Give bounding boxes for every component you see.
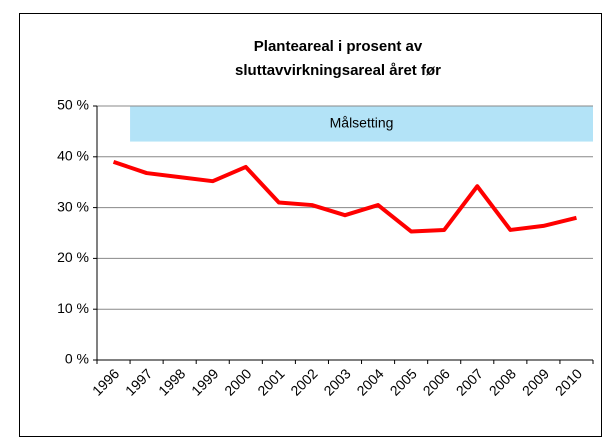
series-line (112, 159, 577, 234)
target-label: Målsetting (330, 114, 394, 130)
y-tick-label: 40 % (57, 148, 89, 164)
chart-title: Planteareal i prosent av (254, 38, 423, 55)
y-tick-label: 50 % (57, 97, 89, 113)
target-band (130, 106, 594, 142)
y-tick-label: 20 % (57, 249, 89, 265)
y-tick-label: 30 % (57, 198, 89, 214)
y-tick-label: 10 % (57, 300, 89, 316)
y-tick-label: 0 % (65, 351, 89, 367)
chart-title: sluttavvirkningsareal året før (235, 62, 441, 79)
